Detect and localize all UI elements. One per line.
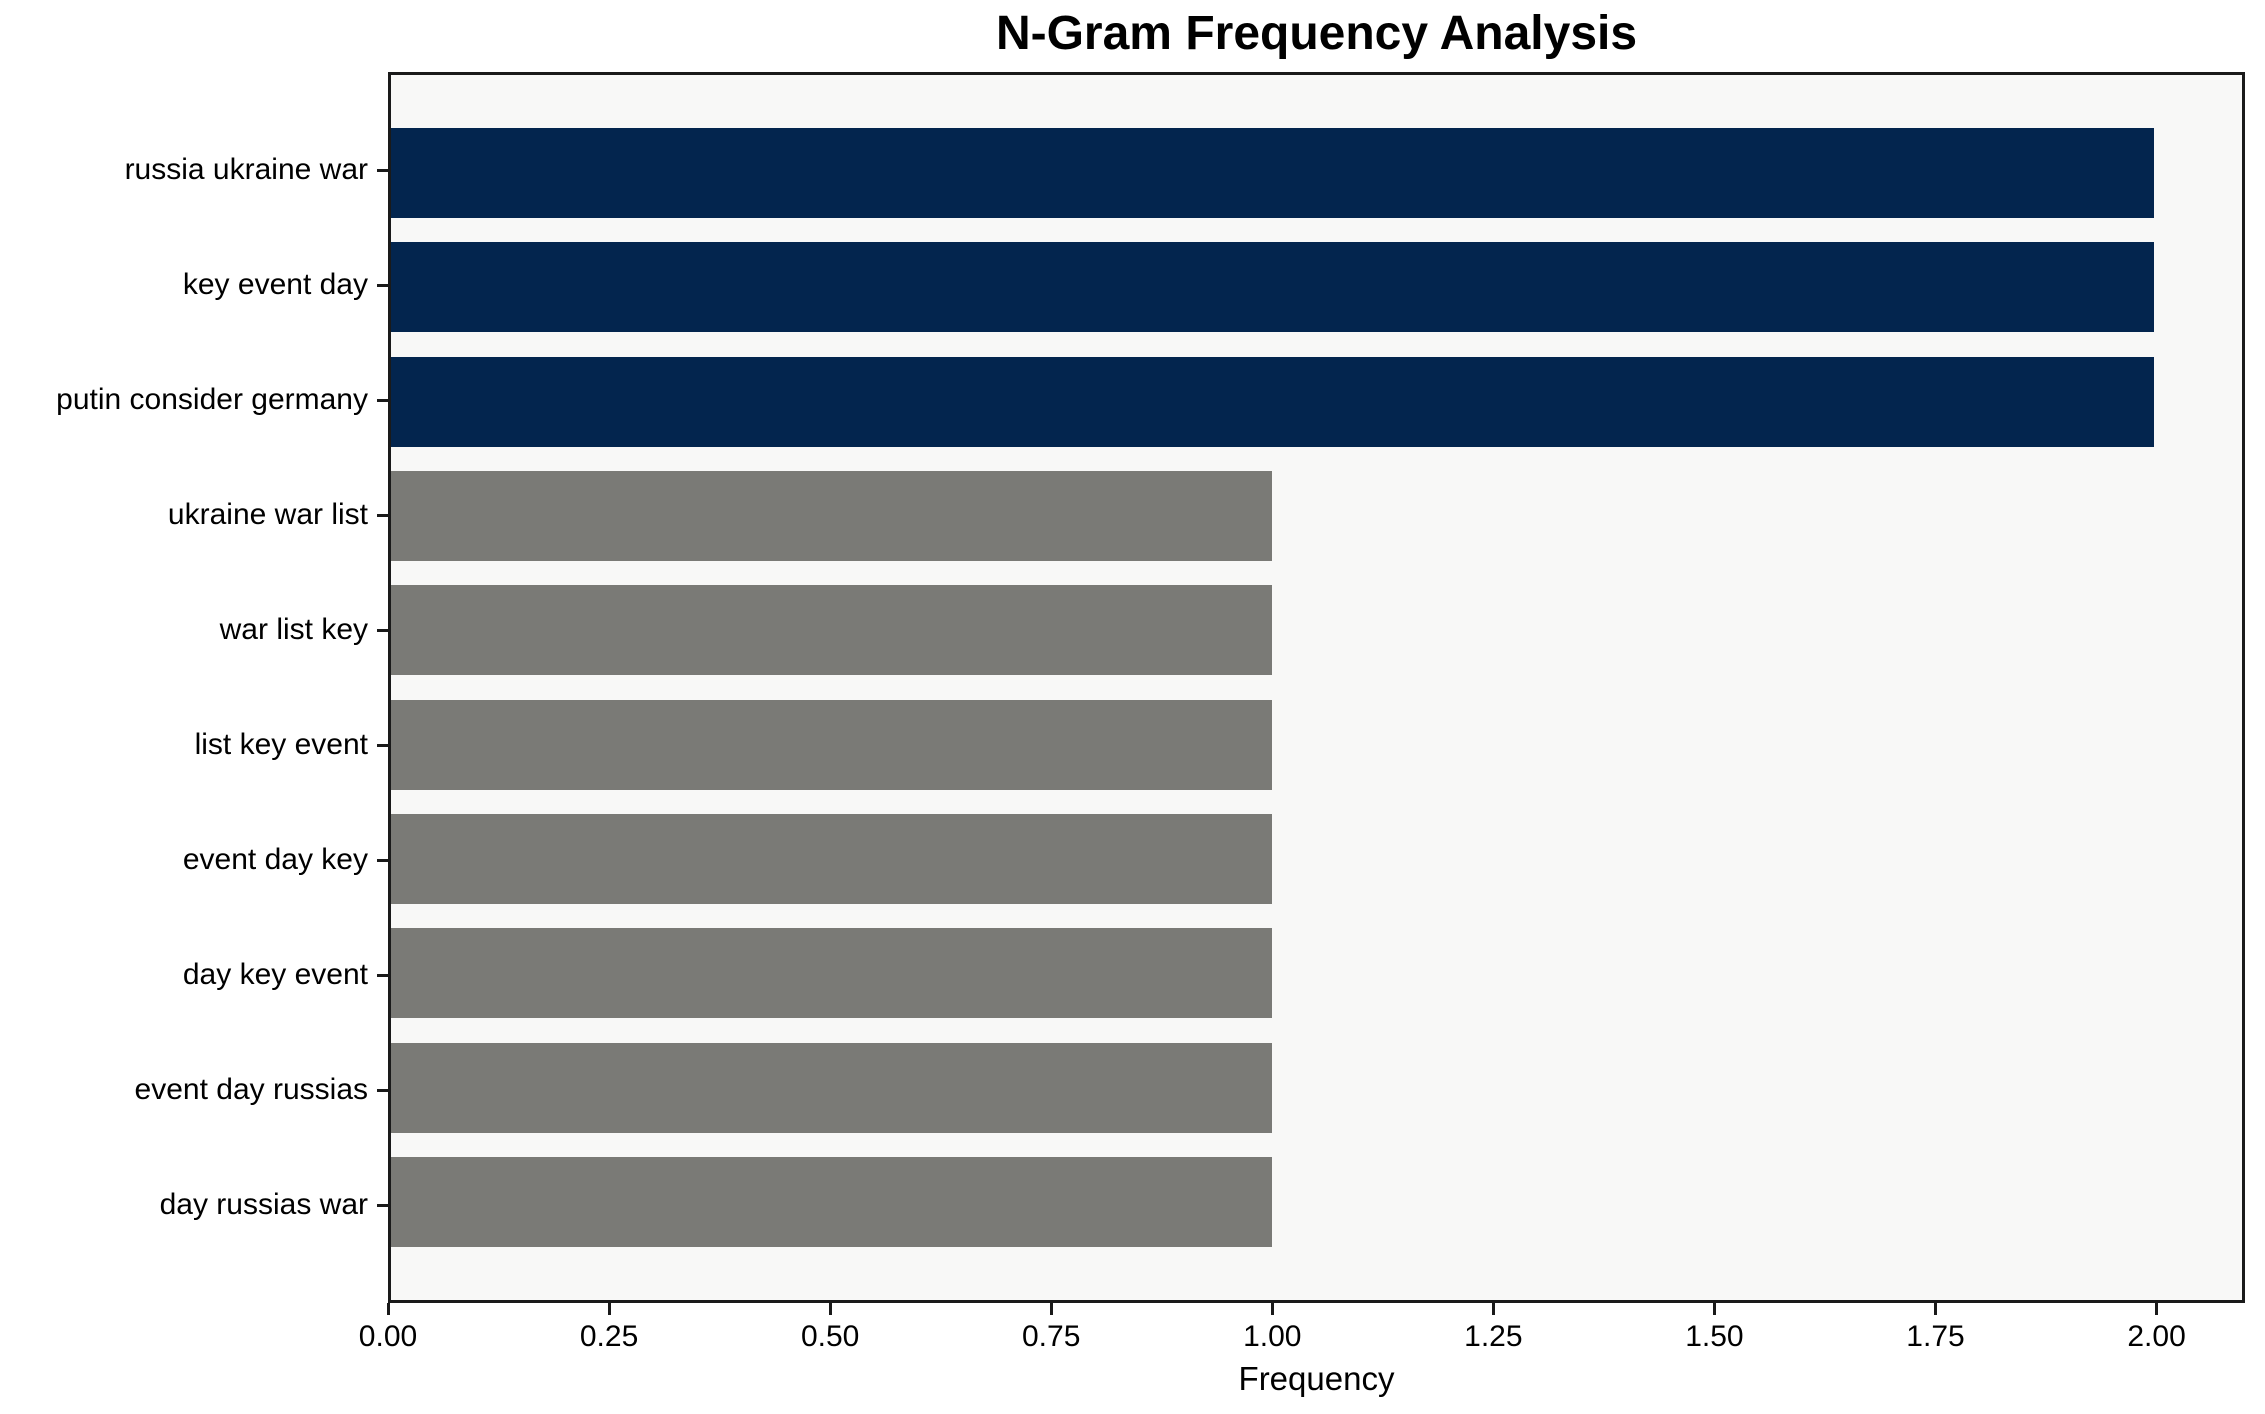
x-tick-mark	[1934, 1303, 1937, 1315]
x-tick-mark	[1712, 1303, 1716, 1315]
y-tick-label: event day key	[182, 843, 368, 876]
bar-day-key-event	[391, 928, 1273, 1019]
bar-key-event-day	[391, 242, 2154, 333]
y-tick-label: ukraine war list	[167, 498, 368, 531]
bar-war-list-key	[391, 585, 1273, 676]
y-tick-mark	[377, 1203, 388, 1207]
x-tick-label: 1.00	[1243, 1320, 1302, 1353]
x-axis-label: Frequency	[1238, 1360, 1395, 1397]
y-tick-mark	[377, 398, 388, 402]
y-tick-label: event day russias	[134, 1073, 368, 1106]
y-tick-mark	[377, 973, 388, 977]
bar-list-key-event	[391, 699, 1273, 790]
y-tick-mark	[377, 1088, 388, 1092]
x-tick-mark	[1270, 1303, 1274, 1315]
x-tick-label: 1.25	[1464, 1320, 1523, 1353]
x-tick-label: 0.50	[800, 1320, 860, 1353]
y-tick-label: day russias war	[159, 1188, 368, 1221]
x-tick-mark	[607, 1303, 611, 1315]
x-tick-label: 2.00	[2127, 1320, 2186, 1353]
x-tick-mark	[828, 1303, 832, 1315]
y-tick-label: list key event	[194, 728, 368, 761]
y-tick-mark	[377, 168, 388, 172]
y-tick-mark	[377, 283, 388, 287]
x-tick-mark	[1491, 1303, 1495, 1315]
plot-area	[388, 72, 2245, 1303]
x-tick-label: 0.75	[1022, 1320, 1081, 1353]
y-tick-label: key event day	[182, 268, 368, 301]
x-tick-label: 1.75	[1906, 1320, 1965, 1353]
y-tick-label: war list key	[219, 613, 368, 646]
y-tick-label: russia ukraine war	[124, 153, 368, 186]
y-tick-mark	[377, 513, 388, 517]
x-tick-mark	[2155, 1303, 2159, 1315]
bar-russia-ukraine-war	[391, 128, 2154, 218]
bar-day-russias-war	[391, 1156, 1273, 1247]
x-tick-label: 1.50	[1685, 1320, 1744, 1353]
y-tick-mark	[377, 743, 388, 747]
y-tick-mark	[377, 858, 388, 862]
bar-event-day-russias	[391, 1042, 1273, 1133]
x-tick-label: 0.00	[358, 1320, 418, 1353]
y-tick-label: putin consider germany	[56, 383, 368, 416]
chart-title: N-Gram Frequency Analysis	[995, 7, 1638, 60]
x-tick-label: 0.25	[579, 1320, 639, 1353]
bar-putin-consider-germany	[391, 356, 2154, 447]
bar-event-day-key	[391, 813, 1273, 904]
x-tick-mark	[1049, 1303, 1053, 1315]
y-tick-label: day key event	[182, 958, 368, 991]
y-tick-mark	[377, 628, 388, 632]
bar-ukraine-war-list	[391, 470, 1273, 561]
bars-container	[391, 75, 2242, 1300]
x-tick-mark	[386, 1303, 390, 1315]
